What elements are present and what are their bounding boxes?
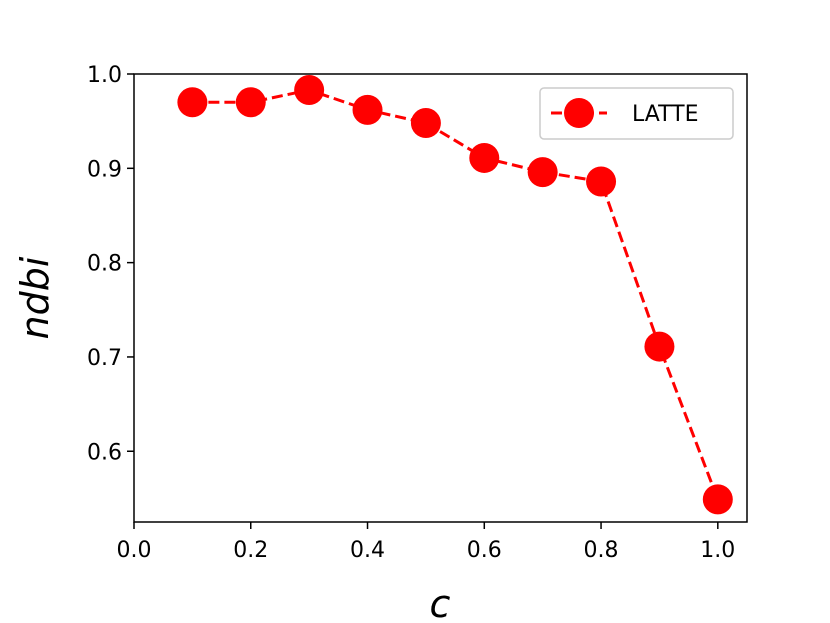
- legend-label: LATTE: [632, 102, 699, 127]
- series-layer: [177, 75, 733, 515]
- data-point: [410, 108, 441, 139]
- legend-marker-swatch: [564, 98, 594, 128]
- legend-box: [539, 87, 734, 140]
- data-point: [644, 331, 675, 362]
- y-tick-label: 1.0: [87, 63, 122, 88]
- y-axis-ticks: 0.6 0.7 0.8 0.9 1.0: [87, 63, 134, 465]
- x-axis-label: c: [430, 582, 451, 623]
- data-point: [469, 142, 500, 173]
- y-tick-label: 0.6: [87, 440, 122, 465]
- data-point: [586, 166, 617, 197]
- x-axis-ticks: 0.0 0.2 0.4 0.6 0.8 1.0: [117, 522, 735, 563]
- y-tick-label: 0.8: [87, 252, 122, 277]
- x-tick-label: 0.4: [350, 538, 385, 563]
- data-point: [352, 94, 383, 125]
- data-point: [177, 87, 208, 118]
- x-tick-label: 0.0: [117, 538, 152, 563]
- series-line-latte: [192, 88, 720, 500]
- x-tick-label: 0.8: [584, 538, 619, 563]
- data-point: [235, 87, 266, 118]
- plot-frame: [133, 73, 748, 523]
- x-tick-label: 0.2: [233, 538, 268, 563]
- x-tick-label: 1.0: [700, 538, 735, 563]
- y-axis-label: ndbi: [13, 256, 57, 339]
- y-tick-label: 0.9: [87, 157, 122, 182]
- data-point: [294, 75, 325, 106]
- data-point: [527, 157, 558, 188]
- x-tick-label: 0.6: [467, 538, 502, 563]
- y-tick-label: 0.7: [87, 346, 122, 371]
- legend: LATTE: [539, 87, 734, 140]
- data-point: [702, 484, 733, 515]
